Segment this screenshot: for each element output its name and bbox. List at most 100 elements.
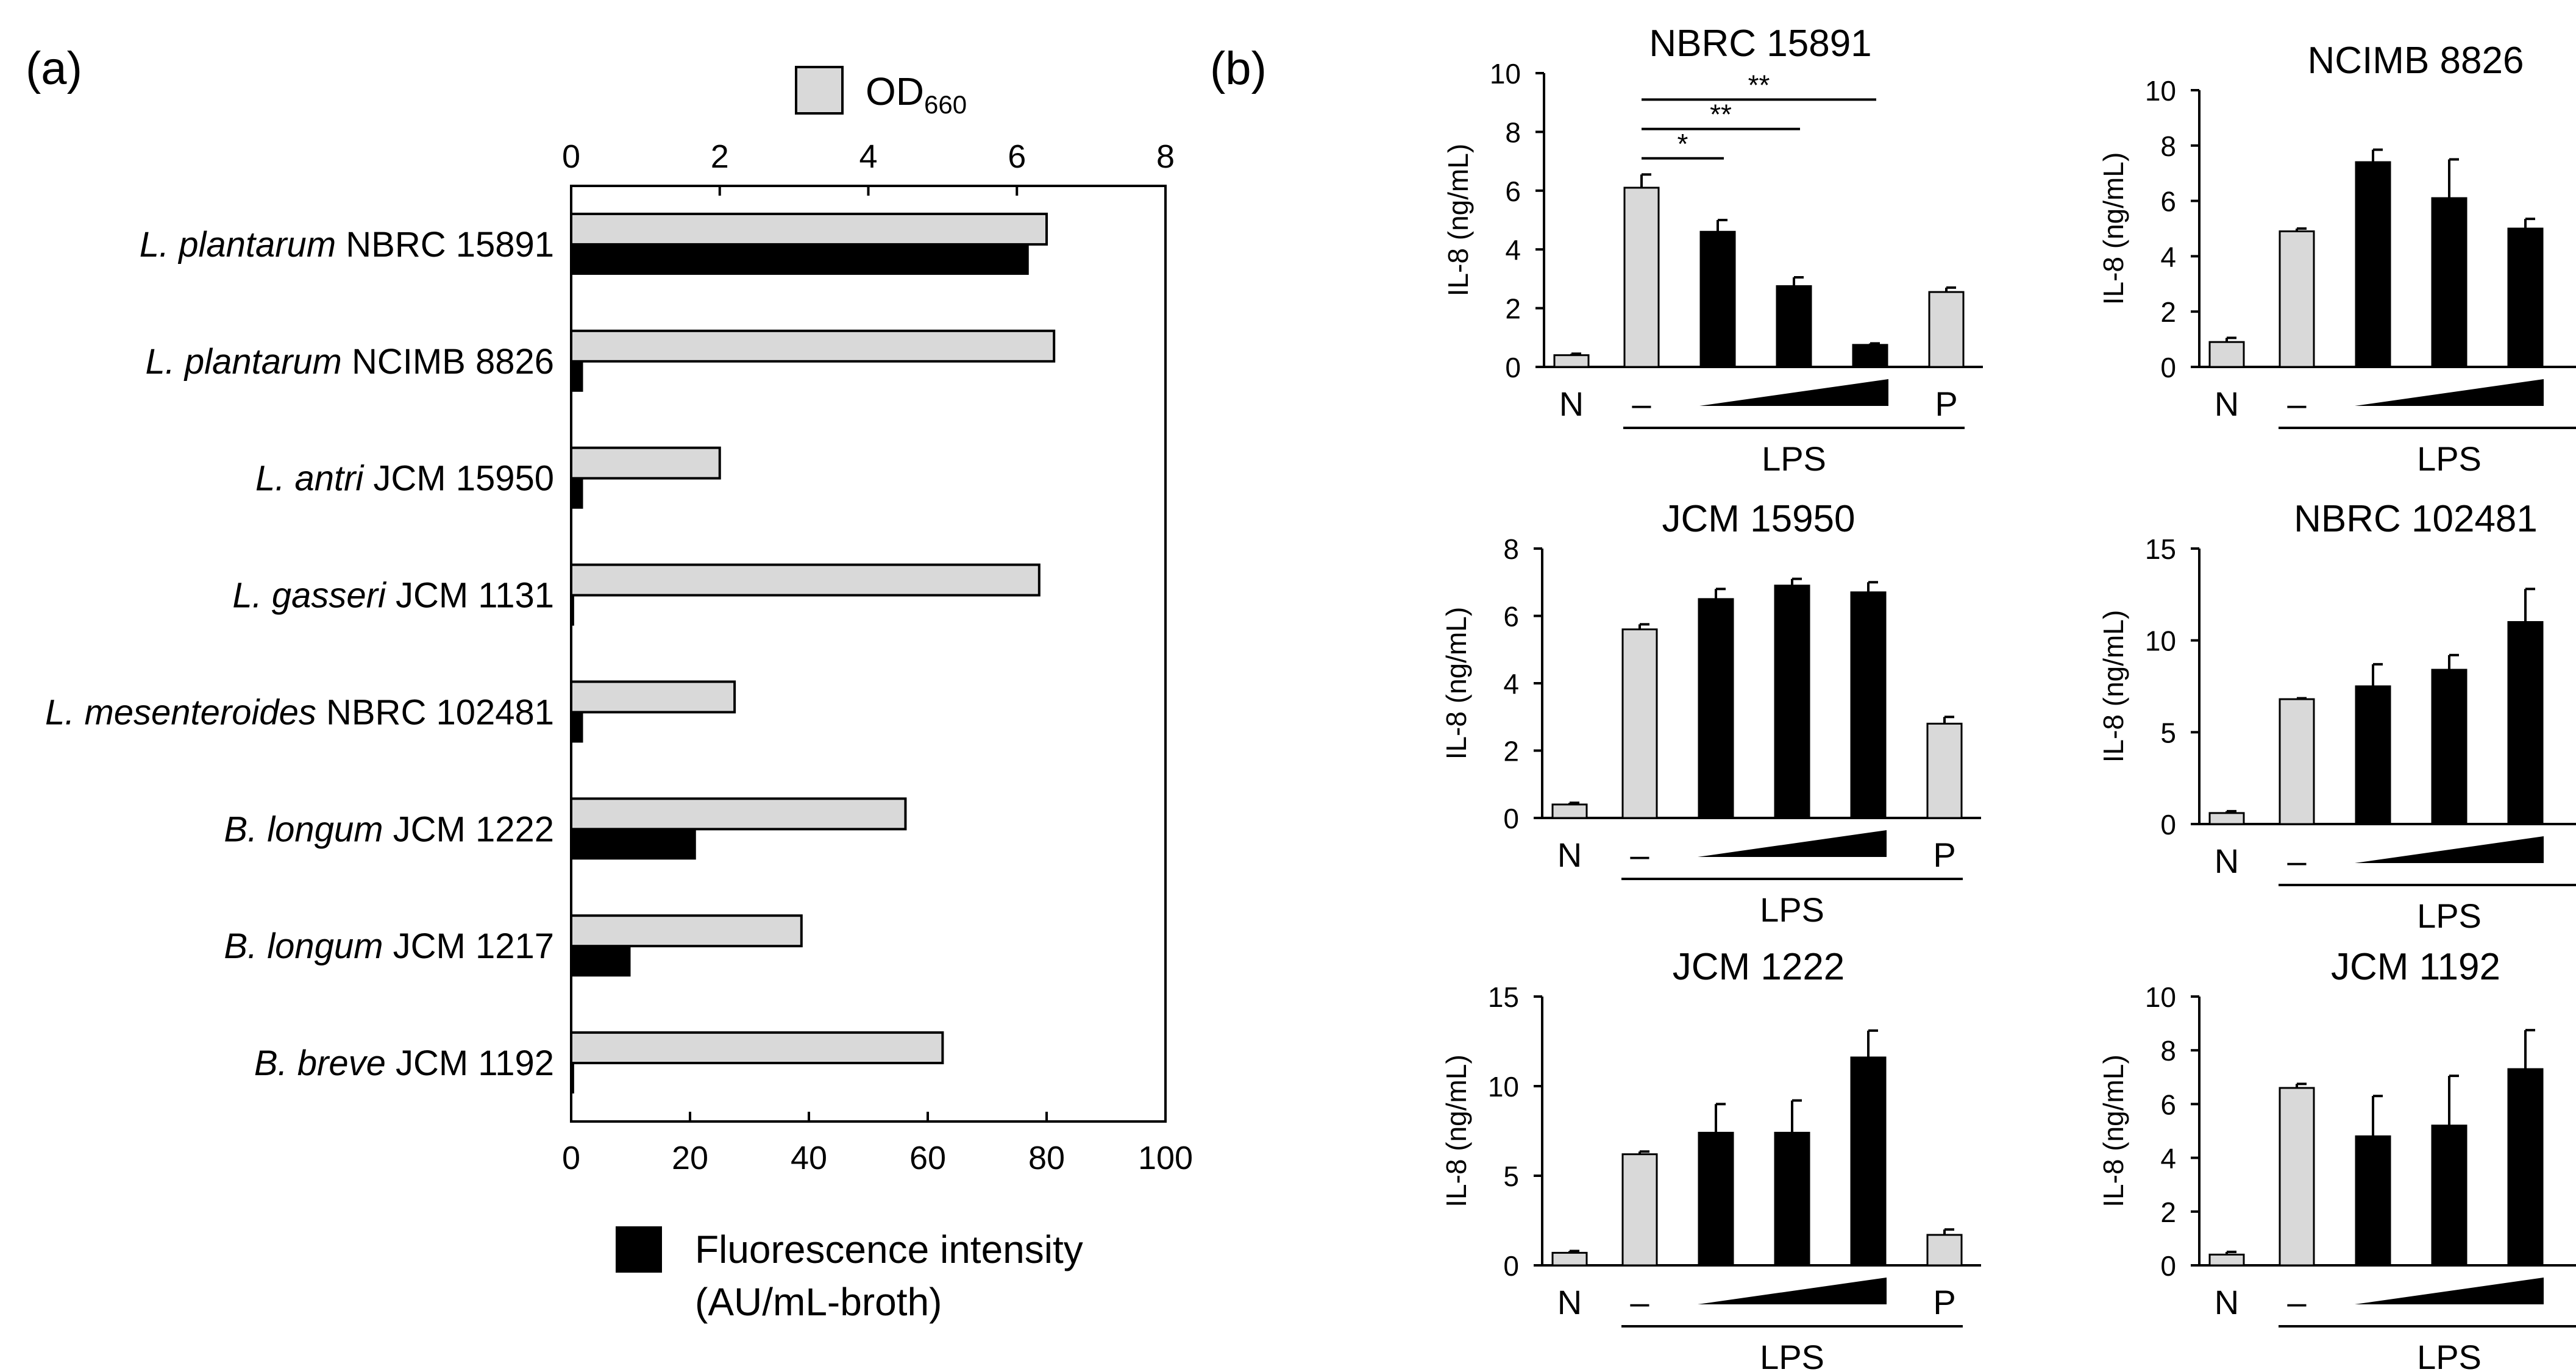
fluorescence-bar bbox=[571, 946, 631, 977]
y-tick-label: 2 bbox=[1503, 736, 1519, 767]
category-label: L. gasseri JCM 1131 bbox=[232, 576, 554, 616]
il8-bar bbox=[2355, 161, 2391, 368]
il8-bar bbox=[1776, 285, 1812, 368]
bottom-axis-tick-label: 0 bbox=[562, 1140, 580, 1176]
strain-name: JCM 1222 bbox=[383, 809, 554, 849]
strain-name: NBRC 15891 bbox=[336, 225, 554, 265]
significance-marker: ** bbox=[1748, 69, 1770, 101]
y-tick-label: 10 bbox=[1488, 1071, 1519, 1103]
il8-bar bbox=[1852, 344, 1888, 368]
il8-bar bbox=[2431, 669, 2467, 825]
dose-gradient-wedge bbox=[2355, 379, 2544, 406]
x-category-label: N bbox=[1559, 385, 1584, 423]
top-axis-tick-label: 4 bbox=[859, 138, 877, 175]
y-tick-label: 8 bbox=[1503, 533, 1519, 565]
x-category-label: – bbox=[1630, 1283, 1649, 1321]
y-tick-label: 0 bbox=[1505, 352, 1521, 383]
il8-bar bbox=[1621, 628, 1658, 819]
bottom-axis-tick-label: 40 bbox=[791, 1140, 827, 1176]
y-tick-label: 5 bbox=[2160, 717, 2176, 748]
od-bar bbox=[570, 1031, 944, 1065]
fluorescence-bar bbox=[571, 244, 1029, 275]
dose-gradient-wedge bbox=[1698, 1278, 1887, 1304]
dose-gradient-wedge bbox=[2355, 1278, 2544, 1304]
fluorescence-bar bbox=[571, 829, 696, 860]
x-category-label: – bbox=[2287, 1283, 2307, 1321]
od-bar bbox=[570, 914, 803, 948]
y-tick-label: 4 bbox=[1505, 234, 1521, 266]
y-tick-label: 5 bbox=[1503, 1161, 1519, 1192]
category-label: L. plantarum NBRC 15891 bbox=[140, 225, 554, 265]
od-legend-subscript: 660 bbox=[924, 90, 967, 119]
top-axis-tick-label: 8 bbox=[1156, 138, 1175, 175]
x-category-label: – bbox=[1630, 836, 1649, 874]
lps-group-label: LPS bbox=[1762, 439, 1826, 478]
fluorescence-bar bbox=[571, 478, 583, 509]
y-tick-label: 0 bbox=[2160, 809, 2176, 841]
od-bar bbox=[570, 563, 1041, 597]
category-label: L. antri JCM 15950 bbox=[255, 459, 554, 499]
od-bar bbox=[570, 797, 907, 831]
il8-bar bbox=[1699, 230, 1736, 368]
y-tick-label: 6 bbox=[1505, 176, 1521, 207]
y-tick-label: 0 bbox=[1503, 803, 1519, 834]
x-category-label: N bbox=[2215, 1283, 2239, 1321]
significance-marker: ** bbox=[1710, 99, 1732, 130]
x-category-label: – bbox=[2287, 842, 2307, 880]
y-tick-label: 10 bbox=[1490, 58, 1521, 90]
il8-chart: JCM 1222 0 5 10 15 IL-8 (ng/mL) N – P LPS bbox=[1440, 946, 1981, 1372]
y-axis-label: IL-8 (ng/mL) bbox=[1442, 144, 1474, 297]
y-tick-label: 2 bbox=[1505, 293, 1521, 325]
fluorescence-bar bbox=[571, 361, 583, 392]
lps-group-label: LPS bbox=[2417, 1338, 2482, 1372]
y-axis-label: IL-8 (ng/mL) bbox=[2097, 152, 2129, 305]
od-bar bbox=[570, 212, 1048, 246]
y-tick-label: 15 bbox=[2145, 533, 2176, 565]
y-tick-label: 4 bbox=[1503, 668, 1519, 700]
chart-title: NBRC 102481 bbox=[2294, 498, 2538, 540]
y-tick-label: 2 bbox=[2160, 1196, 2176, 1228]
panel-b-label: (b) bbox=[1210, 43, 1267, 94]
category-label: L. plantarum NCIMB 8826 bbox=[145, 342, 554, 382]
chart-title: NCIMB 8826 bbox=[2308, 40, 2524, 82]
il8-bar bbox=[2355, 685, 2391, 825]
strain-name: JCM 1217 bbox=[383, 926, 554, 966]
x-category-label: – bbox=[2287, 385, 2307, 423]
x-category-label: P bbox=[1935, 385, 1957, 423]
x-category-label: – bbox=[1632, 385, 1651, 423]
dose-gradient-wedge bbox=[1698, 830, 1887, 857]
od-bar bbox=[570, 329, 1056, 363]
y-axis-label: IL-8 (ng/mL) bbox=[1440, 607, 1472, 760]
category-label: B. longum JCM 1217 bbox=[224, 926, 554, 966]
il8-bar bbox=[1850, 591, 1887, 819]
y-tick-label: 0 bbox=[2160, 1250, 2176, 1282]
chart-title: JCM 1222 bbox=[1673, 946, 1845, 988]
il8-bar bbox=[2507, 227, 2544, 368]
il8-chart: JCM 15950 0 2 4 6 8 IL-8 (ng/mL) N – P LPS bbox=[1440, 498, 1981, 929]
chart-title: JCM 15950 bbox=[1662, 498, 1855, 540]
fluorescence-bar bbox=[571, 1063, 574, 1094]
x-category-label: N bbox=[2215, 842, 2239, 880]
il8-bar bbox=[1551, 803, 1588, 819]
y-tick-label: 4 bbox=[2160, 1143, 2176, 1175]
il8-bar bbox=[1926, 1234, 1963, 1267]
y-tick-label: 0 bbox=[1503, 1250, 1519, 1282]
y-tick-label: 10 bbox=[2145, 75, 2176, 107]
strain-name: JCM 1131 bbox=[386, 576, 554, 616]
y-tick-label: 2 bbox=[2160, 296, 2176, 328]
significance-marker: * bbox=[1678, 128, 1688, 160]
dose-gradient-wedge bbox=[1699, 379, 1888, 406]
top-axis-tick-label: 6 bbox=[1008, 138, 1026, 175]
species-name: L. mesenteroides bbox=[45, 692, 316, 732]
bottom-axis-tick-label: 100 bbox=[1138, 1140, 1193, 1176]
fl-legend-swatch bbox=[616, 1226, 662, 1273]
il8-bar bbox=[2507, 621, 2544, 825]
il8-bar bbox=[2208, 341, 2245, 368]
il8-bar bbox=[2355, 1135, 2391, 1267]
species-name: L. plantarum bbox=[145, 342, 341, 382]
